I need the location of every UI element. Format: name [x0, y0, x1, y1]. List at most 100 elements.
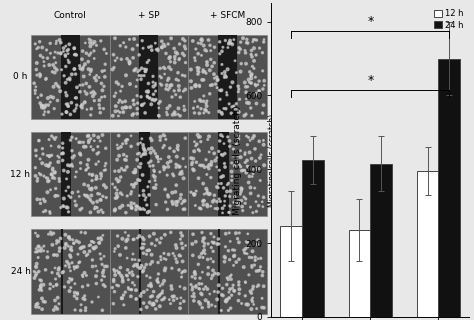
Point [37, 249, 45, 254]
Point [97, 256, 105, 261]
Point [228, 111, 235, 116]
Point [237, 61, 245, 66]
Point [161, 66, 169, 71]
Point [226, 230, 233, 236]
Point [246, 80, 253, 85]
Point [152, 243, 159, 248]
Point [216, 39, 224, 44]
Point [146, 262, 154, 267]
Point [253, 91, 260, 96]
Point [247, 291, 255, 296]
Point [67, 195, 74, 200]
Point [67, 245, 75, 250]
Point [32, 273, 39, 278]
Point [230, 288, 238, 293]
Point [194, 71, 202, 76]
Point [215, 283, 222, 288]
Point [241, 160, 249, 165]
Point [134, 177, 142, 182]
Point [68, 162, 75, 167]
Point [121, 157, 128, 162]
Point [86, 172, 93, 177]
Point [208, 239, 216, 244]
Point [237, 148, 244, 153]
Point [224, 45, 232, 50]
Point [66, 276, 73, 281]
Point [82, 144, 90, 149]
Point [246, 185, 254, 190]
Point [58, 151, 65, 156]
Point [245, 180, 253, 185]
Point [46, 62, 53, 68]
Point [238, 204, 246, 209]
Point [134, 100, 141, 106]
Point [210, 76, 218, 81]
Point [153, 278, 161, 283]
Point [204, 164, 211, 169]
Point [208, 159, 215, 164]
Point [165, 65, 173, 70]
Point [238, 187, 246, 192]
Point [125, 277, 132, 282]
Point [37, 278, 45, 283]
Point [217, 199, 224, 204]
Point [141, 242, 148, 247]
Point [44, 56, 51, 61]
Point [228, 160, 236, 165]
Point [162, 137, 170, 142]
Point [213, 297, 221, 302]
Point [152, 306, 160, 311]
Point [234, 201, 242, 206]
Point [210, 72, 218, 77]
Point [207, 256, 215, 261]
Point [36, 39, 44, 44]
Point [211, 271, 219, 276]
Point [81, 61, 89, 67]
FancyBboxPatch shape [188, 132, 267, 216]
Point [143, 287, 151, 292]
Point [225, 248, 232, 253]
Point [139, 268, 147, 273]
Point [144, 210, 151, 215]
Point [71, 293, 78, 299]
Point [247, 191, 255, 196]
Point [54, 154, 62, 159]
Point [35, 269, 43, 274]
Point [36, 284, 44, 289]
Point [156, 240, 164, 245]
Point [118, 192, 126, 197]
Point [221, 69, 228, 75]
Point [220, 185, 228, 190]
Point [200, 43, 208, 48]
Point [89, 94, 97, 99]
Point [189, 167, 197, 172]
Point [38, 103, 46, 108]
Point [150, 231, 158, 236]
Point [111, 169, 118, 174]
Point [190, 168, 198, 173]
Point [255, 166, 263, 171]
Point [44, 176, 51, 181]
Point [194, 51, 202, 56]
Point [146, 164, 154, 169]
Point [187, 282, 195, 287]
Point [156, 292, 164, 297]
Point [192, 188, 200, 194]
Point [62, 232, 69, 237]
Point [125, 233, 132, 238]
Point [182, 136, 189, 141]
Point [229, 147, 237, 152]
Point [40, 248, 47, 253]
Point [94, 144, 101, 149]
Point [167, 301, 174, 306]
Point [46, 286, 54, 291]
Point [204, 257, 211, 262]
Point [77, 230, 85, 235]
Point [152, 41, 159, 46]
Point [158, 75, 165, 80]
Point [110, 279, 118, 284]
Point [182, 243, 189, 248]
Point [171, 88, 178, 93]
Point [34, 197, 41, 202]
Point [135, 73, 143, 78]
